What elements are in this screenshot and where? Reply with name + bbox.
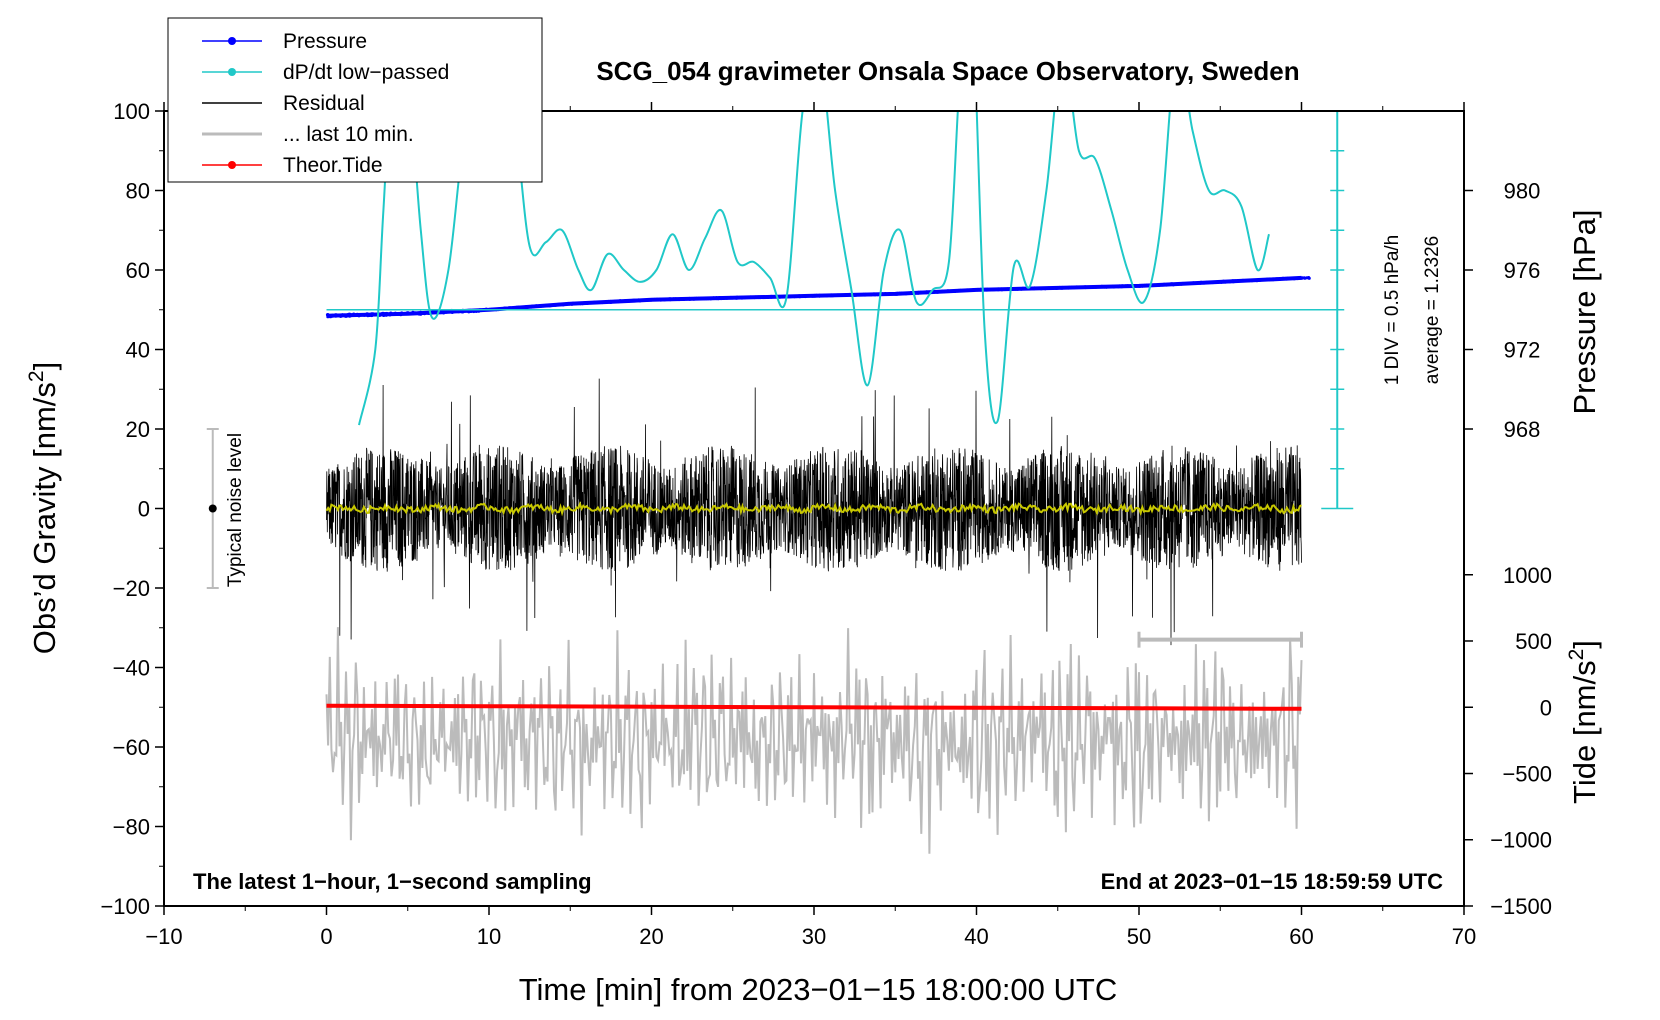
- legend-label: Pressure: [283, 30, 367, 53]
- dpdt-average-label: average = 1.2326: [1422, 236, 1443, 384]
- y-tick-label: 100: [113, 99, 150, 124]
- x-tick-label: 30: [802, 924, 826, 949]
- y-axis-label-left: Obs’d Gravity [nm/s2]: [25, 362, 62, 655]
- x-axis-label: Time [min] from 2023−01−15 18:00:00 UTC: [519, 972, 1118, 1007]
- axes: −10 0 10 20 30 40 50 60 70−100−80−60−40−20020406…: [100, 99, 1552, 949]
- pressure-tick-label: 972: [1504, 338, 1541, 363]
- pressure-tick-label: 980: [1504, 179, 1541, 204]
- residual-trace: [326, 378, 1302, 646]
- legend-marker: [228, 37, 236, 45]
- y-tick-label: 40: [126, 338, 150, 363]
- residual-mean-trace: [325, 500, 1303, 517]
- legend-marker: [228, 161, 236, 169]
- legend-label: dP/dt low−passed: [283, 61, 449, 84]
- legend-label: Residual: [283, 92, 365, 115]
- tide-tick-label: −1000: [1490, 828, 1552, 853]
- note-end-time: End at 2023−01−15 18:59:59 UTC: [1101, 869, 1444, 894]
- pressure-tick-label: 976: [1504, 258, 1541, 283]
- y-tick-label: −40: [113, 656, 150, 681]
- x-tick-label: 40: [964, 924, 988, 949]
- pressure-tick-label: 968: [1504, 417, 1541, 442]
- tide-tick-label: −1500: [1490, 894, 1552, 919]
- y-tick-label: 60: [126, 258, 150, 283]
- y-axis-label-tide: Tide [nm/s2]: [1565, 640, 1602, 804]
- x-tick-label: 60: [1289, 924, 1313, 949]
- tide-tick-label: 1000: [1503, 563, 1552, 588]
- text-labels: SCG_054 gravimeter Onsala Space Observat…: [25, 56, 1602, 1007]
- tide-trace: [326, 703, 1302, 711]
- y-tick-label: −80: [113, 815, 150, 840]
- x-tick-label: 10: [477, 924, 501, 949]
- y-tick-label: −60: [113, 735, 150, 760]
- data-traces: [206, 110, 1354, 854]
- legend: Pressure dP/dt low−passed Residual ... last…: [167, 17, 543, 183]
- y-tick-label: 0: [138, 497, 150, 522]
- legend-box: [167, 17, 543, 183]
- x-tick-label: 50: [1127, 924, 1151, 949]
- chart-title: SCG_054 gravimeter Onsala Space Observat…: [596, 56, 1299, 86]
- noise-bar-center: [208, 504, 217, 513]
- y-tick-label: 80: [126, 179, 150, 204]
- x-tick-label: 0: [320, 924, 332, 949]
- noise-level-label: Typical noise level: [225, 433, 246, 587]
- last10min-trace: [325, 627, 1303, 854]
- x-tick-label: 20: [639, 924, 663, 949]
- dpdt-trace: [358, 111, 1270, 426]
- tide-tick-label: 0: [1540, 695, 1552, 720]
- note-sampling: The latest 1−hour, 1−second sampling: [193, 869, 592, 894]
- dpdt-div-label: 1 DIV = 0.5 hPa/h: [1382, 235, 1403, 386]
- legend-label: ... last 10 min.: [283, 123, 414, 146]
- x-tick-label: −10: [145, 924, 182, 949]
- legend-marker: [228, 68, 236, 76]
- tide-tick-label: 500: [1515, 629, 1552, 654]
- y-tick-label: −20: [113, 576, 150, 601]
- y-tick-label: −100: [100, 894, 150, 919]
- y-axis-label-pressure: Pressure [hPa]: [1567, 209, 1602, 414]
- legend-label: Theor.Tide: [283, 154, 383, 177]
- x-tick-label: 70: [1452, 924, 1476, 949]
- y-tick-label: 20: [126, 417, 150, 442]
- tide-tick-label: −500: [1502, 762, 1552, 787]
